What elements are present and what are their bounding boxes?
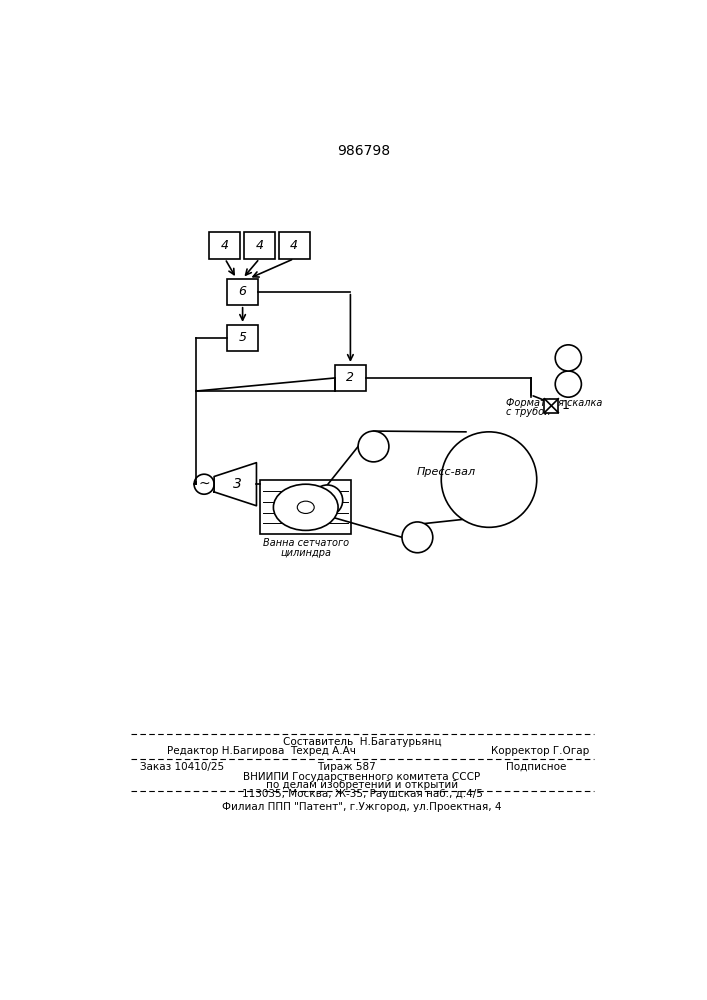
- Bar: [227, 325, 258, 351]
- Text: Техред А.Ач: Техред А.Ач: [291, 746, 356, 756]
- Text: 1: 1: [562, 399, 570, 412]
- Text: 3: 3: [233, 477, 242, 491]
- Text: 4: 4: [290, 239, 298, 252]
- Text: Тираж 587: Тираж 587: [317, 762, 376, 772]
- Text: 6: 6: [238, 285, 247, 298]
- Ellipse shape: [274, 484, 338, 530]
- Text: ~: ~: [198, 476, 210, 490]
- Text: цилиндра: цилиндра: [280, 548, 332, 558]
- Text: Филиал ППП "Патент", г.Ужгород, ул.Проектная, 4: Филиал ППП "Патент", г.Ужгород, ул.Проек…: [222, 802, 502, 812]
- Bar: [279, 232, 310, 259]
- Text: 113035, Москва, Ж-35, Раушская наб., д.4/5: 113035, Москва, Ж-35, Раушская наб., д.4…: [242, 789, 482, 799]
- Bar: [227, 279, 258, 305]
- Bar: [544, 399, 559, 413]
- Text: 2: 2: [346, 371, 354, 384]
- Text: по делам изобретений и открытий: по делам изобретений и открытий: [266, 780, 458, 790]
- Text: Редактор Н.Багирова: Редактор Н.Багирова: [167, 746, 284, 756]
- Circle shape: [555, 371, 581, 397]
- Circle shape: [441, 432, 537, 527]
- Text: Корректор Г.Огар: Корректор Г.Огар: [491, 746, 589, 756]
- Circle shape: [312, 485, 343, 516]
- Bar: [260, 480, 351, 534]
- Bar: [335, 365, 366, 391]
- Text: Составитель  Н.Багатурьянц: Составитель Н.Багатурьянц: [283, 737, 441, 747]
- Text: Ванна сетчатого: Ванна сетчатого: [263, 538, 349, 548]
- Circle shape: [358, 431, 389, 462]
- Bar: [209, 232, 240, 259]
- Polygon shape: [214, 463, 257, 506]
- Text: Заказ 10410/25: Заказ 10410/25: [140, 762, 224, 772]
- Text: 4: 4: [221, 239, 229, 252]
- Text: Форматная скалка: Форматная скалка: [506, 398, 602, 408]
- Text: 4: 4: [255, 239, 264, 252]
- Circle shape: [555, 345, 581, 371]
- Text: с трубой: с трубой: [506, 407, 551, 417]
- Circle shape: [402, 522, 433, 553]
- Text: Подписное: Подписное: [506, 762, 566, 772]
- Text: 986798: 986798: [337, 144, 390, 158]
- Text: Пресс-вал: Пресс-вал: [416, 467, 475, 477]
- Bar: [244, 232, 275, 259]
- Text: 5: 5: [238, 331, 247, 344]
- Text: ВНИИПИ Государственного комитета СССР: ВНИИПИ Государственного комитета СССР: [243, 772, 481, 782]
